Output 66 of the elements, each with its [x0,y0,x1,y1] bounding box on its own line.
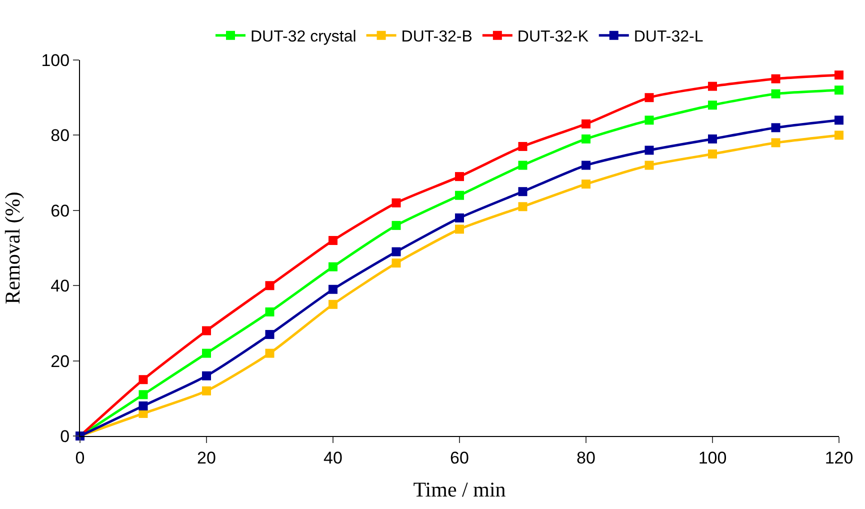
point [834,116,844,125]
point [265,307,274,316]
legend-label: DUT-32 crystal [250,28,356,46]
point [328,236,338,245]
point [265,281,274,290]
x-tick-label: 80 [576,448,596,468]
point [265,330,274,339]
x-tick-label: 120 [824,448,854,468]
point [328,300,338,309]
point [834,70,844,80]
point [138,401,148,410]
point [771,74,780,84]
x-tick-label: 0 [75,448,85,468]
point [328,284,338,294]
x-tick-label: 20 [197,448,216,468]
point [708,100,717,110]
point [834,130,844,140]
point [265,348,274,358]
x-tick-label: 40 [324,448,342,468]
point [834,86,844,95]
point [138,375,148,384]
point [582,160,590,170]
point [771,138,780,148]
point [582,180,590,189]
point [644,93,654,102]
point [518,160,528,170]
point [771,89,780,98]
point [455,172,464,182]
point [328,262,338,272]
point [708,82,717,91]
point [518,187,528,196]
point [518,142,528,151]
y-tick-label: 100 [41,50,70,70]
point [202,386,211,396]
point [771,123,780,132]
x-tick-label: 60 [450,448,469,468]
legend-label: DUT-32-K [517,28,589,46]
point [644,116,654,125]
point [455,224,464,234]
point [392,198,401,208]
y-tick-label: 80 [50,126,70,146]
y-tick-label: 40 [50,276,70,296]
y-axis-title: Removal (%) [0,192,24,304]
legend-label: DUT-32-B [401,28,472,46]
point [138,390,148,400]
point [644,146,654,155]
point [644,160,654,170]
point [708,134,717,144]
x-axis-title: Time / min [413,478,506,502]
point [582,119,590,128]
point [518,202,528,212]
point [708,150,717,158]
point [202,348,211,358]
legend-label: DUT-32-L [634,28,704,46]
point [202,326,211,336]
point [392,220,401,230]
x-tick-label: 100 [698,448,727,468]
point [392,258,401,268]
y-tick-label: 20 [50,352,70,371]
y-tick-label: 0 [60,426,70,446]
point [582,134,590,144]
point [455,213,464,222]
point [455,190,464,200]
point [202,371,211,380]
point [392,247,401,256]
y-tick-label: 60 [50,201,70,220]
